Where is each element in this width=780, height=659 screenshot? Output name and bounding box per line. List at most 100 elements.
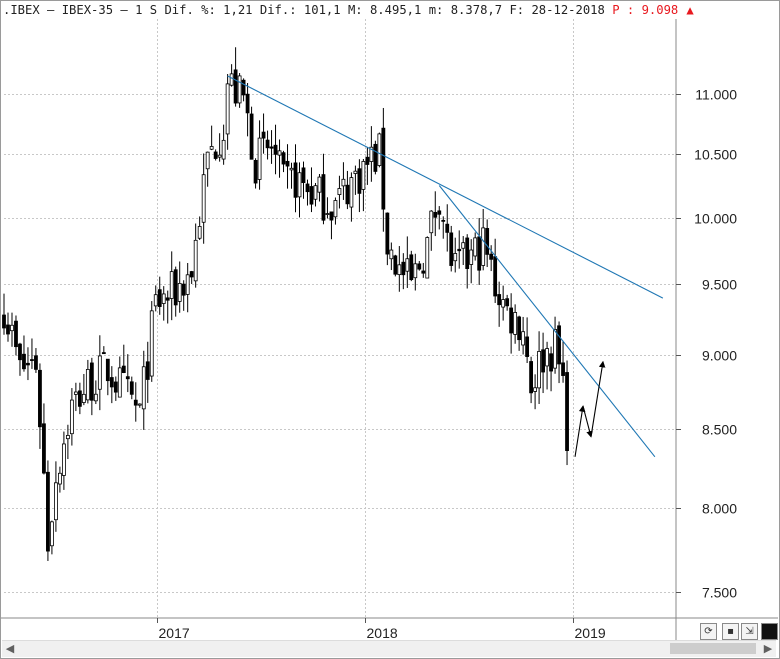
candle-up	[333, 200, 338, 218]
candle-up	[377, 133, 382, 166]
candle-down	[213, 151, 218, 159]
candle-down	[133, 399, 138, 406]
candle-down	[6, 324, 10, 335]
candle-up	[201, 174, 206, 223]
candle-up	[197, 226, 202, 239]
scroll-left-icon[interactable]: ◀	[5, 642, 15, 655]
candle-up	[153, 294, 158, 307]
candle-up	[229, 73, 234, 86]
candle-down	[409, 254, 414, 281]
candle-up	[225, 83, 230, 135]
min-value: 8.378,7	[450, 3, 503, 17]
candle-up	[61, 443, 66, 476]
candle-down	[125, 376, 130, 380]
symbol: .IBEX	[3, 3, 40, 17]
candle-down	[157, 289, 162, 307]
resize-icon[interactable]: ⇲	[741, 623, 758, 640]
candle-down	[233, 69, 238, 104]
candle-up	[141, 366, 146, 410]
candle-down	[437, 210, 442, 215]
max-value: 8.495,1	[369, 3, 422, 17]
projection-arrow	[582, 406, 593, 438]
candle-down	[189, 271, 194, 278]
axes: 11.000 10.500 10.000 9.500 9.000 8.500 8.000 7.…	[1, 19, 778, 640]
candle-down	[265, 139, 270, 149]
candle-down	[381, 127, 386, 210]
candle-up	[361, 161, 366, 190]
x-tick-label: 2018	[367, 625, 398, 640]
y-tick-label: 9.500	[702, 277, 737, 293]
candle-down	[345, 184, 350, 205]
candle-down	[557, 325, 561, 365]
candle-up	[257, 137, 262, 180]
candle-down	[101, 352, 106, 355]
price-value: 9.098	[641, 3, 679, 17]
date-label: F:	[509, 3, 525, 17]
y-tick-label: 7.500	[702, 585, 737, 601]
candle-down	[281, 152, 286, 165]
candle-up	[473, 237, 478, 257]
candle-up	[217, 154, 222, 158]
candle-down	[309, 186, 314, 205]
candle-down	[42, 423, 46, 474]
candle-down	[301, 167, 306, 184]
candle-down	[485, 228, 490, 255]
candle-down	[241, 79, 246, 96]
candle-up	[533, 387, 537, 392]
candle-down	[441, 219, 446, 222]
candle-up	[353, 170, 358, 174]
y-tick-label: 10.500	[694, 147, 737, 163]
trendline	[227, 75, 664, 299]
candle-up	[69, 399, 74, 435]
candle-down	[2, 314, 6, 329]
candle-down	[565, 372, 569, 452]
candle-up	[177, 283, 182, 302]
candle-down	[145, 361, 150, 380]
candle-down	[293, 162, 298, 198]
min-label: m:	[428, 3, 444, 17]
y-tick-label: 10.000	[694, 211, 737, 227]
scrollbar-thumb[interactable]	[670, 643, 756, 654]
candle-up	[413, 263, 418, 279]
candle-up	[117, 367, 122, 398]
candle-up	[553, 329, 557, 369]
save-icon[interactable]: ▪	[722, 623, 739, 640]
black-square-icon[interactable]	[761, 623, 778, 640]
refresh-icon[interactable]: ⟳	[700, 623, 717, 640]
candle-up	[389, 249, 394, 260]
candle-down	[14, 320, 18, 348]
candle-down	[121, 365, 126, 373]
change-pct-label: Dif. %:	[164, 3, 216, 17]
candle-up	[161, 293, 166, 304]
price-chart[interactable]: 11.000 10.500 10.000 9.500 9.000 8.500 8.000 7.…	[0, 0, 780, 640]
date-value: 28-12-2018	[531, 3, 605, 17]
scroll-right-icon[interactable]: ▶	[763, 642, 773, 655]
candle-down	[18, 343, 22, 361]
candle-down	[561, 362, 565, 376]
candle-up	[81, 393, 86, 403]
candle-up	[337, 188, 342, 196]
candle-up	[537, 350, 541, 389]
grid	[4, 19, 676, 618]
candle-up	[369, 146, 374, 162]
candle-down	[249, 113, 254, 160]
candle-up	[54, 482, 58, 521]
candle-down	[129, 381, 134, 395]
candle-up	[453, 253, 458, 262]
candle-down	[445, 223, 450, 233]
trendline	[438, 185, 656, 458]
candle-up	[205, 151, 210, 170]
candle-down	[181, 283, 186, 296]
candle-down	[109, 377, 114, 388]
candle-up	[461, 242, 466, 249]
candle-down	[465, 237, 470, 269]
candle-up	[193, 239, 198, 282]
horizontal-scrollbar[interactable]: ◀ ▶	[2, 640, 776, 657]
candle-up	[545, 348, 549, 367]
candle-up	[297, 172, 302, 198]
x-tick-label: 2019	[575, 625, 606, 640]
candle-down	[165, 297, 170, 301]
candle-up	[93, 393, 98, 402]
candle-down	[173, 269, 178, 306]
